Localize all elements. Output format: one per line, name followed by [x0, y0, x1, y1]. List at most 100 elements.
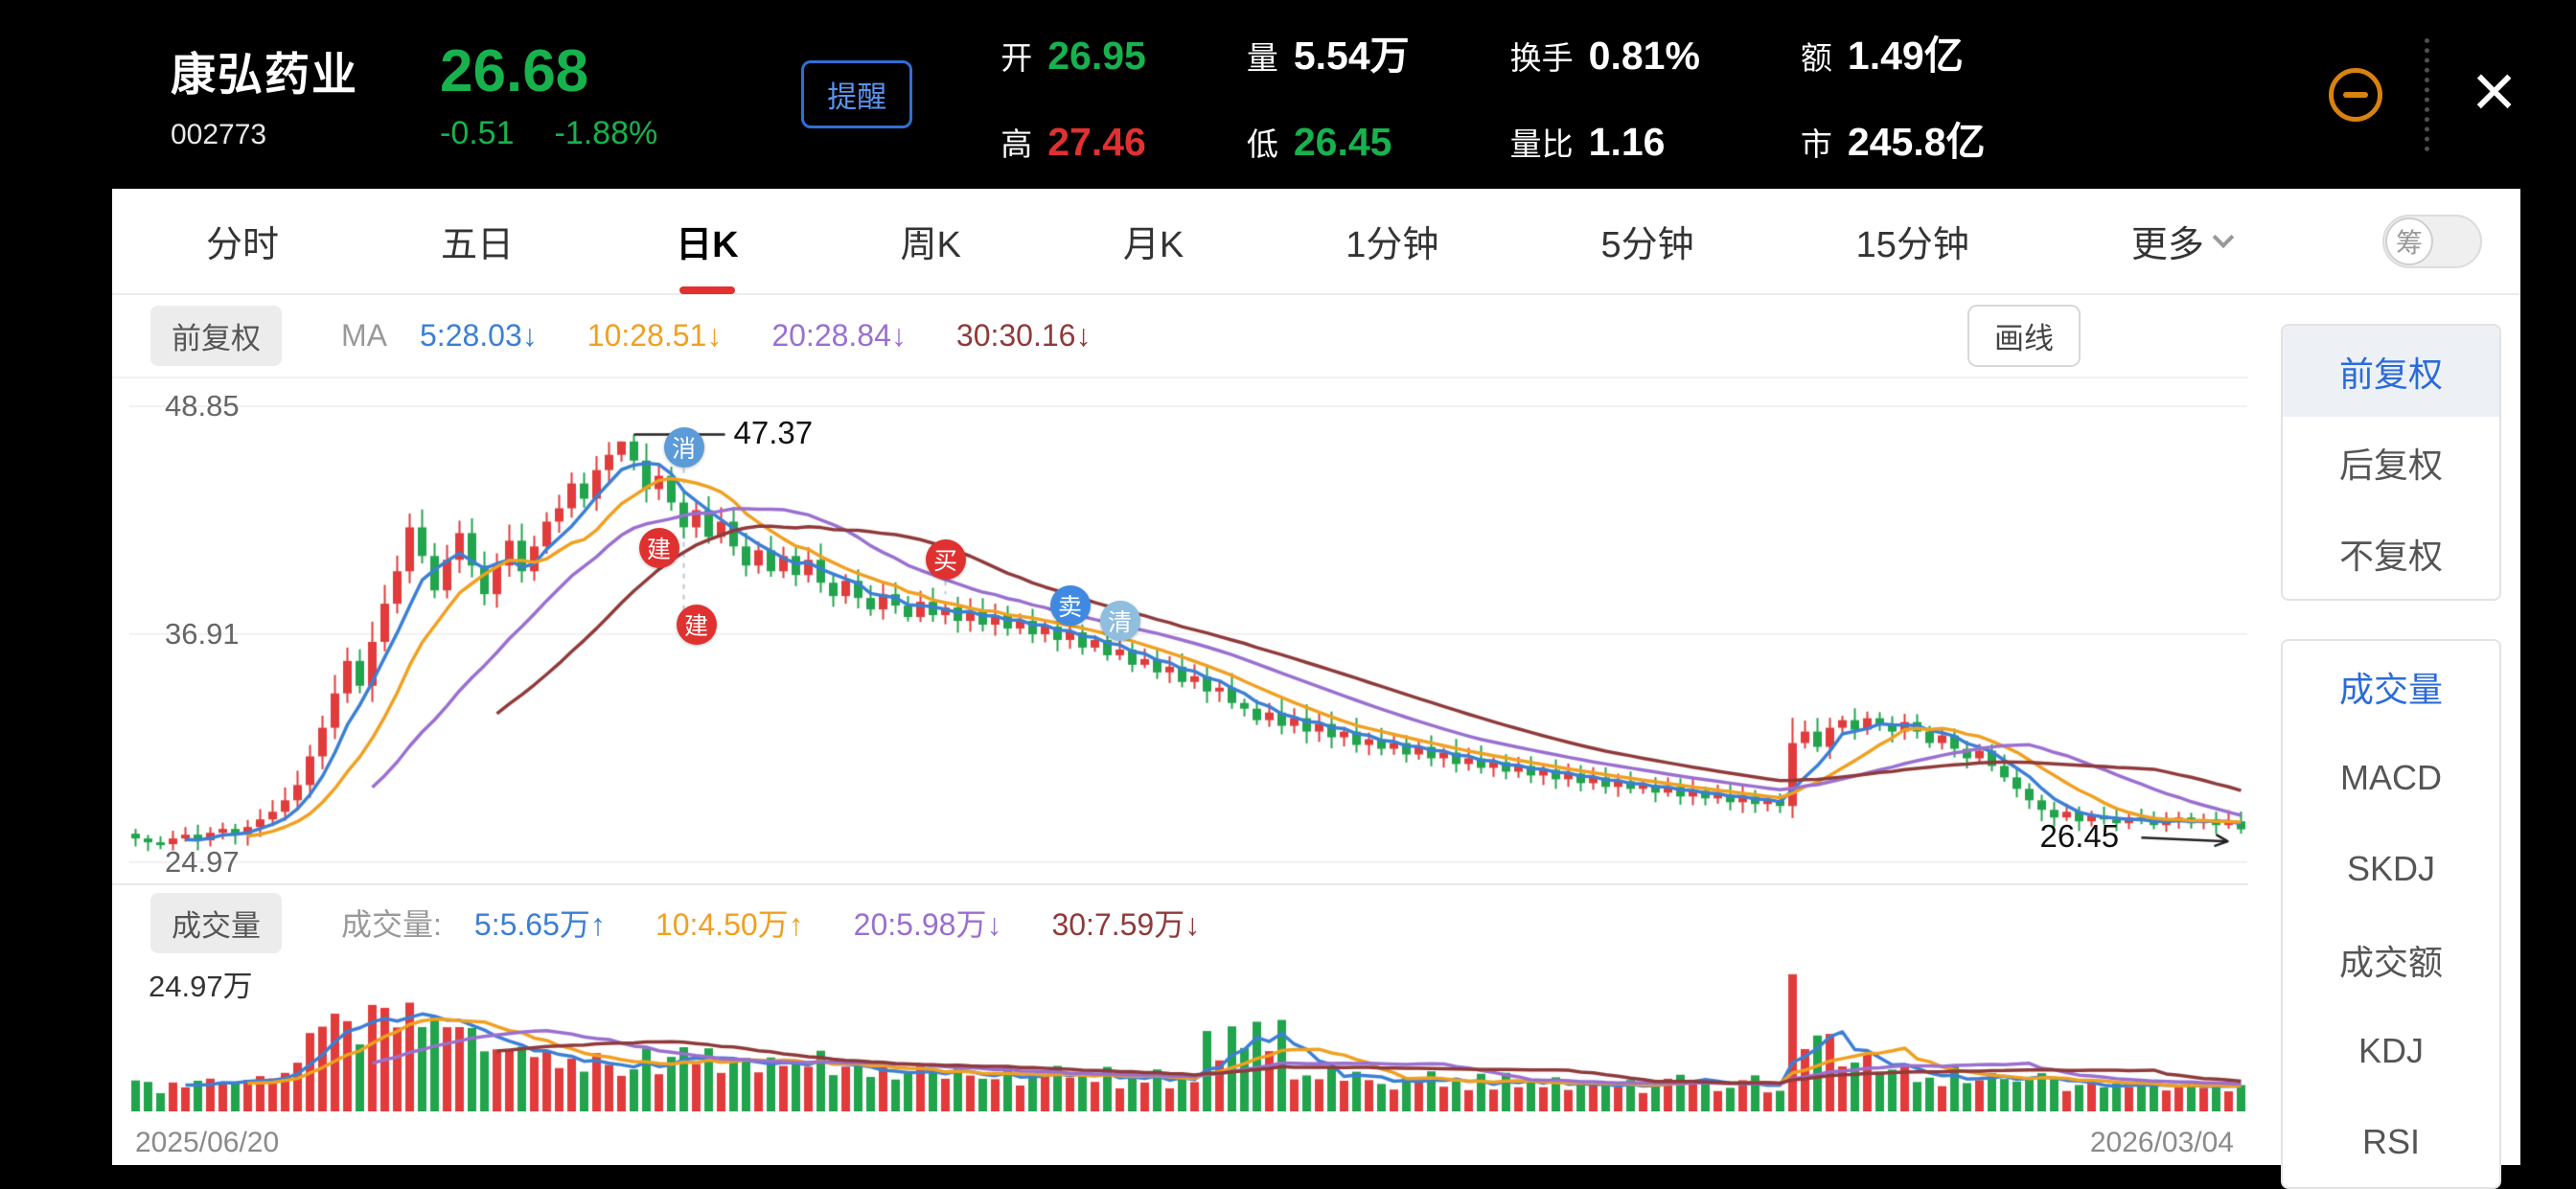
- toggle-knob: 筹: [2385, 217, 2433, 265]
- stat-value: 1.49亿: [1847, 33, 1964, 78]
- ma-value: 20:28.84↓: [771, 318, 907, 353]
- stat-label: 高: [1000, 126, 1033, 162]
- stat-cell: 低 26.45: [1247, 119, 1410, 165]
- dotted-divider: [2425, 37, 2430, 151]
- price-chart-canvas[interactable]: [129, 386, 2247, 875]
- tab-label: 周K: [900, 225, 961, 265]
- tab-label: 日K: [676, 225, 739, 265]
- draw-line-button[interactable]: 画线: [1967, 305, 2081, 367]
- tab-label: 分时: [206, 225, 280, 265]
- ma-value: 20:5.98万↓: [853, 907, 1002, 942]
- stat-cell: 量 5.54万: [1247, 23, 1410, 80]
- chevron-down-icon: [2212, 225, 2235, 248]
- date-end: 2026/03/04: [2089, 1127, 2234, 1158]
- trade-signal-marker[interactable]: 建: [638, 528, 679, 569]
- chart-column: 前复权 MA 5:28.03↓ 10:28.51↓ 20:28.84↓ 30:30.1…: [112, 295, 2248, 1165]
- stat-value: 27.46: [1047, 119, 1146, 164]
- chart-toolbar: 前复权 MA 5:28.03↓ 10:28.51↓ 20:28.84↓ 30:30.1…: [112, 295, 2248, 378]
- tab-item[interactable]: 更多: [2124, 197, 2239, 285]
- sidebar-option[interactable]: 后复权: [2338, 445, 2443, 485]
- trade-signal-marker[interactable]: 买: [925, 539, 966, 581]
- stat-value: 245.8亿: [1847, 119, 1986, 164]
- ma-value: 5:5.65万↑: [473, 907, 606, 942]
- y-axis-label-low: 24.97: [165, 845, 240, 879]
- volume-axis-label: 24.97万: [149, 970, 253, 1003]
- y-axis-label-high: 48.85: [165, 389, 240, 423]
- tab-item[interactable]: 周K: [893, 197, 969, 285]
- stat-value: 5.54万: [1293, 33, 1410, 78]
- stat-value: 26.45: [1293, 119, 1392, 164]
- stat-value: 1.16: [1588, 119, 1666, 164]
- right-sidebar: 前复权后复权不复权 成交量 MACD SKDJ 成交额 KDJ RSI: [2281, 295, 2501, 1189]
- change-value: -0.51: [440, 114, 515, 151]
- tab-label: 15分钟: [1855, 225, 1969, 265]
- ma-value: 10:28.51↓: [586, 318, 723, 353]
- stat-cell: 量比 1.16: [1510, 119, 1700, 165]
- close-icon[interactable]: ×: [2472, 47, 2517, 133]
- current-price: 26.68: [440, 37, 589, 104]
- trade-signal-marker[interactable]: 清: [1099, 601, 1140, 642]
- sidebar-option[interactable]: 不复权: [2338, 536, 2443, 576]
- sidebar-option[interactable]: 前复权: [2283, 326, 2499, 417]
- sidebar-option[interactable]: KDJ: [2358, 1030, 2424, 1070]
- volume-ma-legend: 成交量: 5:5.65万↑ 10:4.50万↑ 20:5.98万↓ 30:7.59万↓: [341, 901, 1200, 945]
- window-controls: ×: [2329, 37, 2517, 151]
- stat-label: 开: [1000, 39, 1033, 76]
- stats-grid: 开 26.95 量 5.54万 换手 0.81% 额 1.49亿高 27.46 低 26.45 量比 1…: [1000, 23, 1985, 167]
- sidebar-option[interactable]: 成交额: [2338, 942, 2443, 982]
- tab-item[interactable]: 五日: [433, 197, 521, 285]
- stat-cell: 额 1.49亿: [1801, 23, 1986, 80]
- stock-name: 康弘药业: [171, 49, 358, 100]
- peak-price-annotation: 47.37: [733, 415, 814, 451]
- stat-label: 额: [1800, 39, 1832, 76]
- sidebar-option[interactable]: SKDJ: [2346, 848, 2436, 888]
- period-tab-bar: 分时 五日 日K 周K 月K 1分钟 5分钟 15分钟 更多 筹: [112, 189, 2520, 295]
- trade-signal-marker[interactable]: 消: [663, 426, 704, 468]
- sidebar-option[interactable]: MACD: [2340, 757, 2442, 797]
- tab-label: 1分钟: [1346, 225, 1439, 265]
- chart-panel: 分时 五日 日K 周K 月K 1分钟 5分钟 15分钟 更多 筹 前复权 MA 5:28.03↓…: [112, 189, 2520, 1189]
- stat-value: 0.81%: [1588, 33, 1700, 78]
- tab-item[interactable]: 月K: [1116, 197, 1191, 285]
- volume-chart-canvas[interactable]: [129, 968, 2247, 1111]
- stock-identity: 康弘药业 002773: [171, 37, 358, 151]
- stat-value: 26.95: [1047, 33, 1146, 78]
- alert-button[interactable]: 提醒: [801, 60, 913, 128]
- tab-label: 月K: [1122, 225, 1184, 265]
- ma-legend: MA 5:28.03↓ 10:28.51↓ 20:28.84↓ 30:30.16↓: [341, 318, 1091, 354]
- trade-signal-marker[interactable]: 建: [676, 605, 717, 646]
- stat-cell: 换手 0.81%: [1510, 33, 1700, 79]
- change-percent: -1.88%: [554, 114, 658, 151]
- ma-value: 30:30.16↓: [955, 318, 1092, 353]
- y-axis-label-mid: 36.91: [165, 617, 240, 651]
- stat-cell: 市 245.8亿: [1801, 109, 1986, 167]
- volume-badge[interactable]: 成交量: [150, 892, 282, 953]
- volume-ma-prefix: 成交量:: [341, 907, 442, 942]
- price-block: 26.68 -0.51 -1.88%: [440, 37, 657, 152]
- stat-cell: 高 27.46: [1000, 119, 1146, 165]
- adjust-mode-badge[interactable]: 前复权: [150, 306, 282, 366]
- stock-code: 002773: [171, 119, 267, 150]
- tab-item[interactable]: 分时: [198, 197, 287, 285]
- date-axis: 2025/06/20 2026/03/04: [112, 1119, 2247, 1159]
- stat-cell: 开 26.95: [1000, 33, 1146, 79]
- sidebar-option[interactable]: RSI: [2361, 1121, 2420, 1161]
- indicator-options-box: 成交量 MACD SKDJ 成交额 KDJ RSI: [2281, 639, 2501, 1189]
- tab-item[interactable]: 15分钟: [1849, 197, 1977, 285]
- tab-label: 五日: [441, 225, 515, 265]
- tab-bar-items: 分时 五日 日K 周K 月K 1分钟 5分钟 15分钟 更多: [198, 197, 2239, 285]
- tab-label: 更多: [2130, 225, 2204, 265]
- minimize-icon[interactable]: [2329, 67, 2383, 122]
- adjust-options-box: 前复权 后复权 不复权: [2281, 324, 2501, 601]
- sidebar-option[interactable]: 成交量: [2338, 669, 2443, 709]
- last-low-annotation: 26.45: [2039, 818, 2120, 855]
- volume-plot: 24.97万: [112, 960, 2248, 1119]
- tab-item[interactable]: 1分钟: [1338, 197, 1446, 285]
- price-plot: 48.85 36.91 24.97 47.37 26.45 消建建 买卖清: [112, 378, 2248, 883]
- tab-item[interactable]: 5分钟: [1593, 197, 1701, 285]
- stat-label: 量比: [1509, 126, 1574, 162]
- tab-item[interactable]: 日K: [668, 197, 746, 285]
- chip-distribution-toggle[interactable]: 筹: [2382, 214, 2482, 268]
- volume-toolbar: 成交量 成交量: 5:5.65万↑ 10:4.50万↑ 20:5.98万↓ 30:7.…: [112, 885, 2248, 960]
- trade-signal-marker[interactable]: 卖: [1049, 585, 1091, 627]
